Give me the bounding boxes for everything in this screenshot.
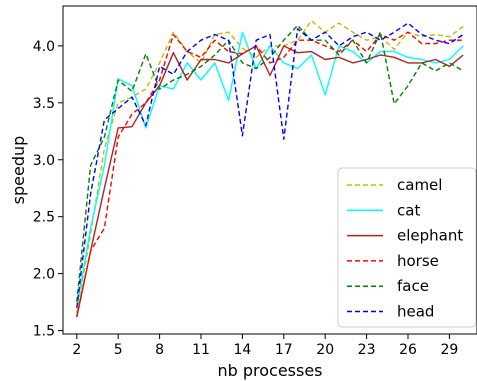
y-tick-label: 1.5 [33,324,55,340]
plot-frame [62,5,477,335]
x-tick-label: 26 [399,342,417,358]
series-line-cat [76,31,464,308]
y-tick-label: 2.5 [33,210,55,226]
series-lines [76,20,464,318]
x-tick-label: 5 [114,342,123,358]
legend-label-camel: camel [397,176,442,194]
x-tick-label: 23 [358,342,376,358]
series-line-head [76,22,464,308]
x-tick-label: 2 [72,342,81,358]
y-tick-label: 4.0 [33,39,55,55]
legend-label-face: face [397,277,429,295]
x-tick-label: 14 [233,342,251,358]
series-line-elephant [76,45,464,318]
series-line-horse [76,31,464,318]
x-tick-label: 8 [155,342,164,358]
legend-label-horse: horse [397,252,439,270]
legend-box [337,167,477,328]
y-tick-label: 3.0 [33,153,55,169]
x-tick-label: 11 [192,342,210,358]
y-tick-label: 3.5 [33,96,55,112]
x-axis-label: nb processes [217,361,322,380]
legend: camel cat elephant horse face head [337,167,477,328]
x-tick-label: 20 [316,342,334,358]
y-tick-label: 2.0 [33,267,55,283]
series-line-face [76,24,464,303]
legend-label-cat: cat [397,201,420,219]
axis-ticks: 2 5 8 11 14 17 20 23 26 29 1.5 2.0 2.5 3.0 3.5 4.0 [33,39,459,358]
x-tick-label: 17 [275,342,293,358]
y-axis-label: speedup [9,136,28,205]
legend-label-elephant: elephant [397,227,463,245]
legend-label-head: head [397,303,434,321]
x-tick-label: 29 [440,342,458,358]
